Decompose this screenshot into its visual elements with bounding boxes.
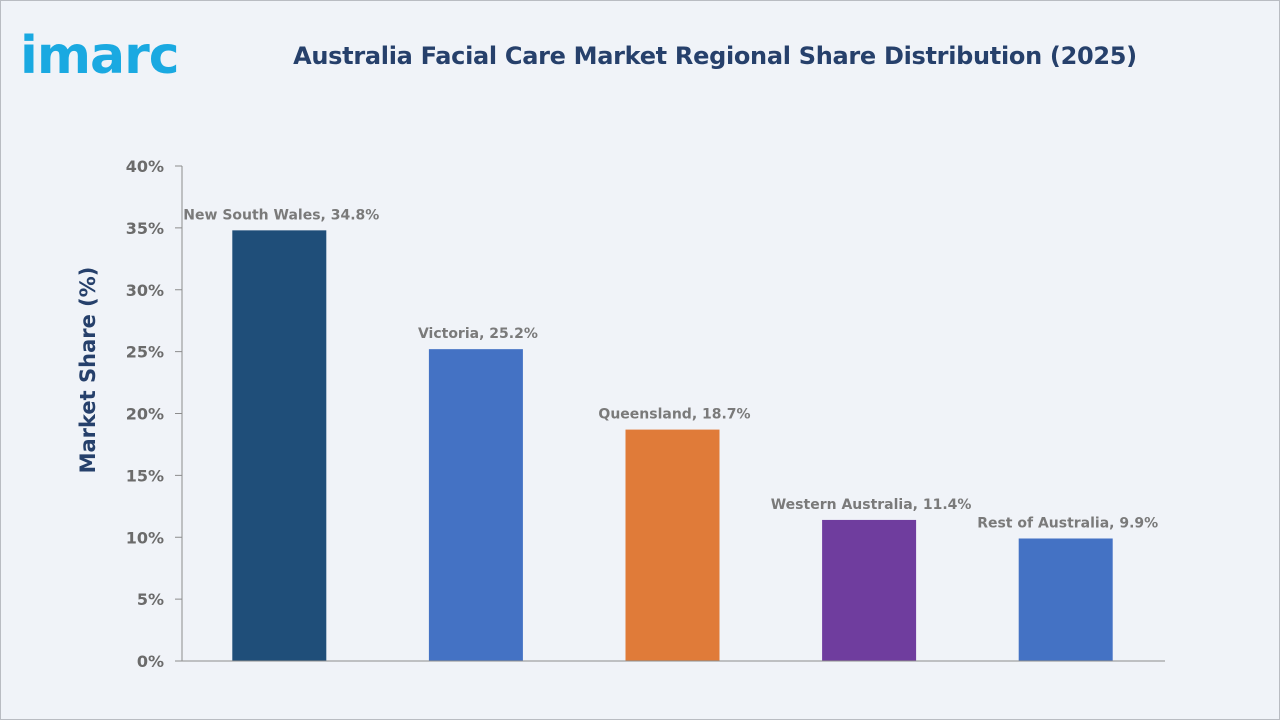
y-tick-label: 0% — [137, 652, 164, 671]
bar-data-label: New South Wales, 34.8% — [183, 207, 379, 223]
y-tick-label: 40% — [126, 157, 164, 176]
bar-data-label: Rest of Australia, 9.9% — [977, 515, 1158, 531]
y-tick-label: 5% — [137, 590, 164, 609]
bar-rest-of-australia — [1018, 538, 1113, 661]
chart-title: Australia Facial Care Market Regional Sh… — [293, 42, 1137, 70]
y-tick-label: 10% — [126, 528, 164, 547]
bar-new-south-wales — [232, 230, 327, 661]
y-tick-label: 25% — [126, 343, 164, 362]
y-tick-label: 20% — [126, 405, 164, 424]
bar-data-label: Western Australia, 11.4% — [771, 497, 972, 513]
axes — [181, 166, 1165, 662]
y-tick-label: 15% — [126, 466, 164, 485]
y-tick-label: 35% — [126, 219, 164, 238]
bar-western-australia — [822, 519, 917, 661]
bar-queensland — [625, 429, 720, 661]
data-labels: New South Wales, 34.8% Victoria, 25.2% Que… — [183, 207, 1158, 531]
bar-victoria — [428, 349, 523, 661]
bar-data-label: Queensland, 18.7% — [598, 407, 750, 423]
logo-text: imarc — [20, 26, 179, 82]
bar-data-label: Victoria, 25.2% — [418, 326, 538, 342]
bars — [232, 230, 1113, 661]
y-axis-ticks: 0% 5% 10% 15% 20% 25% 30% 35% 40% — [126, 157, 182, 671]
y-tick-label: 30% — [126, 281, 164, 300]
imarc-logo: imarc — [20, 26, 180, 82]
